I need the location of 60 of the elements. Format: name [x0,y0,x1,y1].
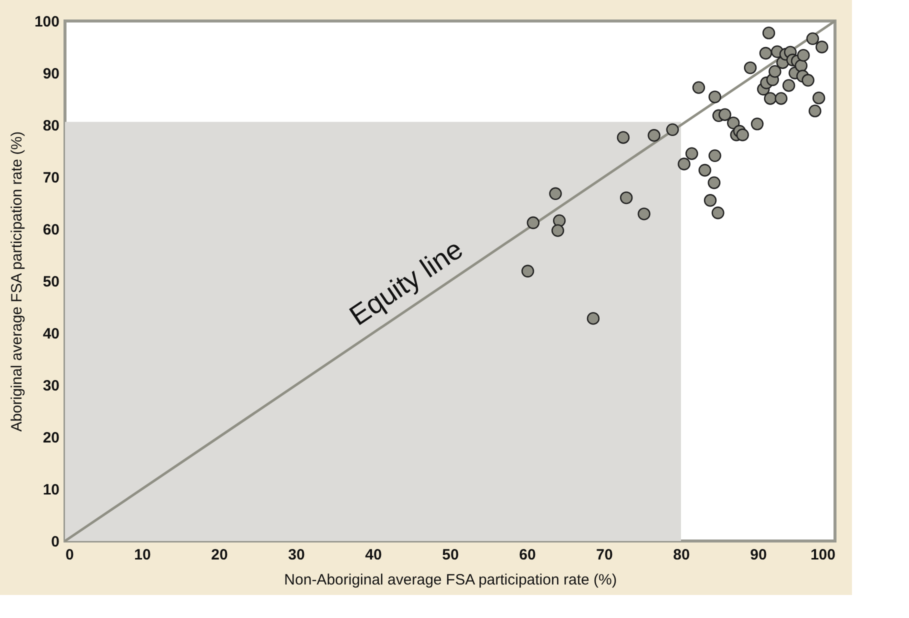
point [727,116,740,130]
point [616,131,630,144]
y-tick-label: 100 [34,14,60,30]
point [774,92,788,105]
point [551,224,564,237]
point [759,46,772,60]
point [692,81,706,94]
point [744,61,757,74]
point [521,264,534,278]
y-tick-label: 60 [42,222,60,238]
point [549,187,562,200]
x-tick-label: 70 [596,546,613,564]
point [698,164,712,177]
point [782,79,796,92]
point [648,129,660,142]
point [666,123,679,136]
y-tick-label: 80 [42,118,60,134]
y-tick-label: 50 [42,274,60,290]
y-axis-title: Aboriginal average FSA participation rate (%) [8,131,26,432]
point [797,48,810,62]
point [678,158,690,170]
y-tick-label: 0 [51,534,60,550]
point [736,128,749,142]
point [620,191,633,204]
x-tick-label: 60 [519,546,536,564]
x-axis-title: Non-Aboriginal average FSA participation rate (%) [284,572,617,588]
x-tick-label: 50 [442,546,459,564]
point [704,194,717,207]
point [708,149,722,162]
point [586,312,600,325]
point [718,108,732,121]
point [750,118,764,130]
point [526,216,540,230]
point [638,208,650,220]
point [768,65,782,78]
x-tick-label: 80 [673,546,690,564]
x-tick-label: 100 [810,546,836,564]
point [712,206,724,220]
y-tick-label: 20 [42,430,60,446]
y-tick-label: 70 [42,170,60,186]
point [762,26,776,40]
x-tick-label: 40 [365,546,382,564]
y-tick-label: 10 [42,482,60,498]
x-tick-label: 30 [288,546,305,564]
point [685,147,698,160]
point [764,92,777,105]
point [816,40,828,54]
point [802,74,814,87]
x-tick-label: 90 [750,546,767,564]
x-tick-label: 20 [211,546,228,564]
point [708,176,720,190]
point [806,32,820,46]
x-tick-label: 0 [66,546,74,564]
point [708,90,722,104]
point [812,92,826,104]
x-tick-label: 10 [134,546,151,564]
point [808,104,822,118]
y-tick-label: 30 [42,378,60,394]
y-tick-label: 90 [42,66,60,82]
y-tick-label: 40 [42,326,60,342]
